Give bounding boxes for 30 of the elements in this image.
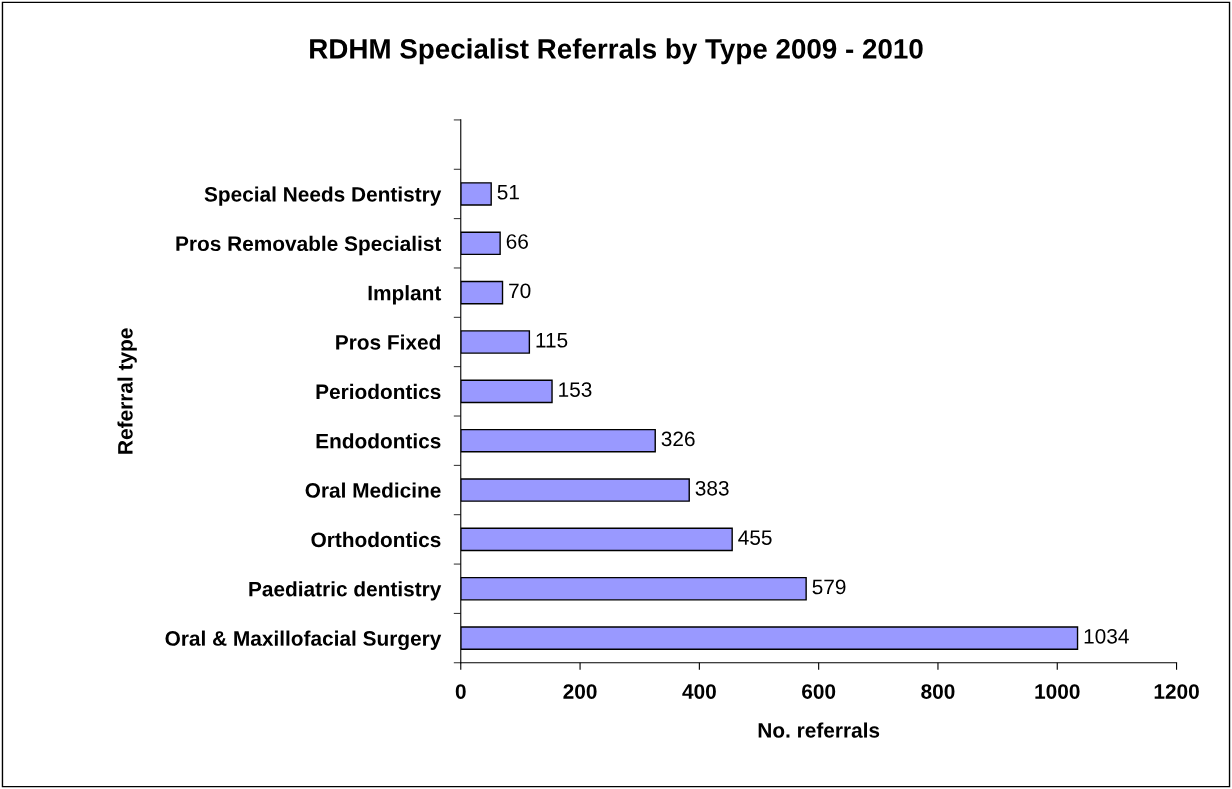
x-tick-label: 400 — [682, 684, 716, 699]
data-label: 153 — [559, 382, 592, 397]
y-tick-label: Oral & Maxillofacial Surgery — [165, 630, 442, 651]
data-label: 115 — [536, 333, 568, 348]
data-label: 70 — [509, 283, 531, 299]
data-label: 66 — [506, 234, 528, 249]
data-label: 383 — [695, 480, 729, 496]
data-label: 51 — [497, 185, 519, 200]
y-tick-label: Implant — [368, 285, 442, 305]
data-label: 1034 — [1084, 628, 1129, 644]
x-tick-label: 1000 — [1035, 684, 1080, 699]
y-tick-label: Oral Medicine — [305, 482, 441, 498]
y-tick-label: Pros Removable Specialist — [176, 235, 442, 256]
y-tick-label: Special Needs Dentistry — [204, 186, 442, 206]
data-label: 579 — [812, 579, 846, 595]
y-tick-label: Pros Fixed — [336, 334, 440, 350]
y-axis-title: Referral type — [117, 328, 137, 454]
x-tick-label: 600 — [802, 684, 836, 699]
data-label: 455 — [738, 530, 772, 545]
y-tick-label: Endodontics — [316, 433, 441, 449]
x-axis-title: No. referrals — [758, 722, 880, 738]
chart-title: RDHM Specialist Referrals by Type 2009 - 2010 — [310, 38, 923, 65]
x-tick-label: 200 — [563, 684, 597, 699]
y-tick-label: Periodontics — [316, 383, 441, 400]
y-tick-label: Paediatric dentistry — [249, 581, 442, 601]
y-tick-label: Orthodontics — [311, 531, 441, 548]
data-label: 326 — [661, 431, 695, 447]
x-tick-label: 0 — [455, 684, 466, 699]
x-tick-label: 1200 — [1154, 684, 1199, 699]
x-tick-label: 800 — [921, 684, 955, 699]
